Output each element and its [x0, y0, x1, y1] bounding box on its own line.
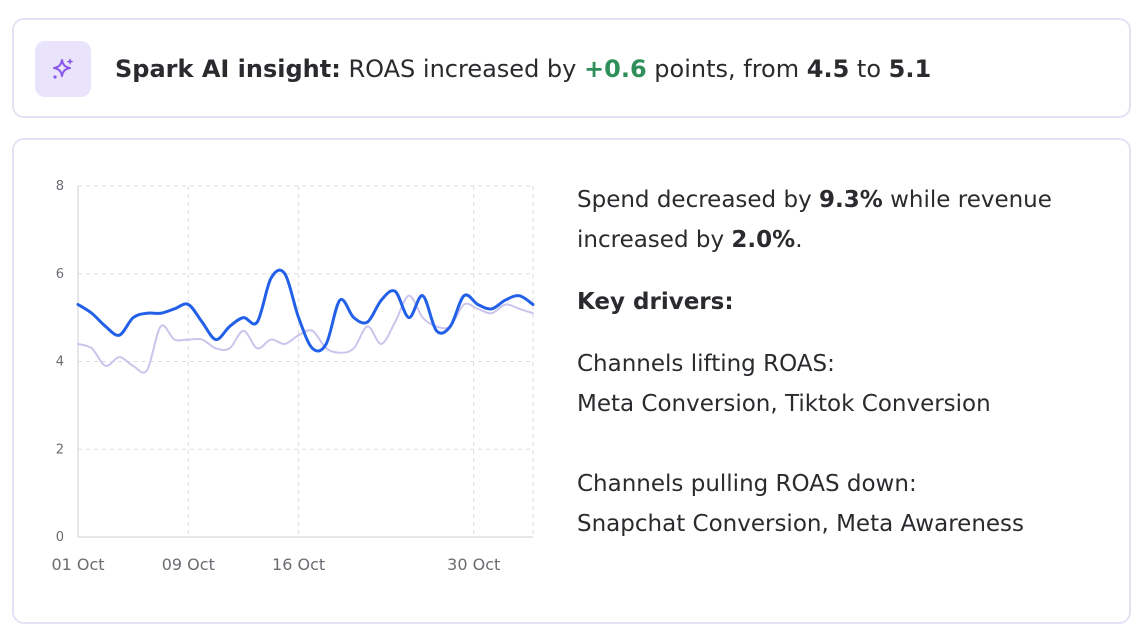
lifting-label: Channels lifting ROAS: — [577, 351, 835, 377]
revenue-change-value: 2.0% — [731, 227, 796, 253]
insight-text: Spark AI insight: ROAS increased by +0.6… — [115, 53, 931, 85]
insight-text-2: points, from — [654, 55, 800, 83]
summary-text-2: while revenue increased by — [577, 187, 1052, 253]
sparkle-icon — [35, 41, 91, 97]
spend-change-value: 9.3% — [819, 187, 883, 213]
x-tick-label: 30 Oct — [447, 555, 500, 574]
pulling-channels: Snapchat Conversion, Meta Awareness — [577, 511, 1025, 537]
summary-text-3: . — [795, 227, 803, 253]
y-tick-label: 0 — [56, 530, 64, 545]
insight-title: Spark AI insight: — [115, 55, 341, 83]
x-tick-label: 09 Oct — [162, 555, 215, 574]
key-drivers-heading: Key drivers: — [577, 282, 1117, 322]
y-tick-label: 4 — [56, 355, 64, 370]
insight-summary: Spend decreased by 9.3% while revenue in… — [577, 180, 1117, 544]
lifting-channels: Meta Conversion, Tiktok Conversion — [577, 391, 991, 417]
roas-card: 0 2 4 6 8 01 Oct 09 Oct 16 Oct 30 Oct Spend decr… — [12, 138, 1131, 624]
y-tick-label: 8 — [56, 179, 64, 194]
insight-from-value: 4.5 — [806, 55, 850, 83]
insight-delta: +0.6 — [584, 55, 647, 83]
pulling-label: Channels pulling ROAS down: — [577, 471, 917, 497]
series-line-2 — [76, 268, 535, 353]
insight-card: Spark AI insight: ROAS increased by +0.6… — [12, 18, 1131, 118]
x-tick-label: 01 Oct — [51, 555, 104, 574]
key-drivers-label: Key drivers: — [577, 289, 734, 315]
y-tick-label: 6 — [56, 267, 64, 282]
summary-text-1: Spend decreased by — [577, 187, 812, 213]
insight-text-1: ROAS increased by — [348, 55, 577, 83]
x-tick-label: 16 Oct — [272, 555, 325, 574]
y-tick-label: 2 — [56, 442, 64, 457]
insight-text-3: to — [856, 55, 881, 83]
spend-revenue-summary: Spend decreased by 9.3% while revenue in… — [577, 180, 1117, 260]
roas-line-chart: 0 2 4 6 8 01 Oct 09 Oct 16 Oct 30 Oct — [51, 179, 535, 574]
series-line-1 — [77, 294, 534, 374]
insight-to-value: 5.1 — [888, 55, 932, 83]
